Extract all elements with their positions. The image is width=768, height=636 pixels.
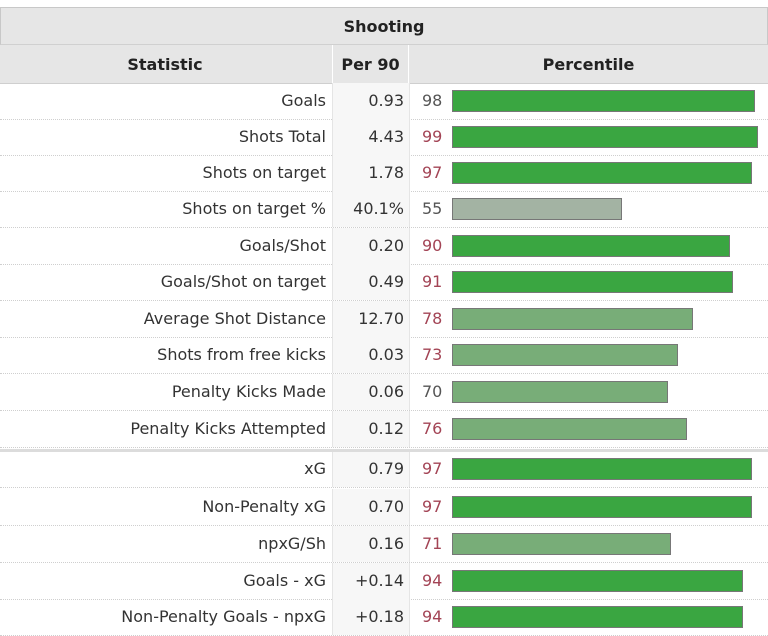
stat-label: Goals/Shot on target	[160, 272, 326, 291]
table-row: Shots on target 1.78 97	[0, 155, 768, 192]
per90-cell-bg	[332, 489, 410, 525]
percentile-value: 94	[422, 607, 443, 626]
percentile-bar	[452, 235, 730, 257]
table-title: Shooting	[0, 7, 768, 45]
stat-label: Penalty Kicks Attempted	[130, 419, 326, 438]
percentile-value: 99	[422, 127, 443, 146]
percentile-bar	[452, 162, 752, 184]
section-divider	[0, 449, 768, 452]
percentile-value: 98	[422, 91, 443, 110]
percentile-bar	[452, 308, 693, 330]
header-statistic[interactable]: Statistic	[127, 54, 203, 74]
per90-value: 0.93	[368, 91, 404, 110]
stat-label: Goals/Shot	[239, 236, 326, 255]
percentile-bar	[452, 198, 622, 220]
percentile-bar	[452, 606, 743, 628]
percentile-bar	[452, 418, 687, 440]
header-percentile[interactable]: Percentile	[542, 54, 635, 74]
percentile-bar	[452, 344, 678, 366]
per90-value: 0.06	[368, 382, 404, 401]
stat-label: Shots on target	[202, 163, 326, 182]
table-row: Goals 0.93 98	[0, 83, 768, 120]
per90-cell-bg	[332, 563, 410, 599]
percentile-bar	[452, 271, 733, 293]
stat-label: Shots on target %	[182, 199, 326, 218]
percentile-bar	[452, 496, 752, 518]
header-row: Statistic Per 90 Percentile	[0, 45, 768, 84]
per90-value: 0.03	[368, 345, 404, 364]
table-row: Non-Penalty Goals - npxG +0.18 94	[0, 599, 768, 636]
stat-label: Goals - xG	[243, 571, 326, 590]
percentile-value: 90	[422, 236, 443, 255]
per90-value: 40.1%	[353, 199, 404, 218]
per90-cell-bg	[332, 374, 410, 410]
per90-value: 0.20	[368, 236, 404, 255]
table-row: Goals - xG +0.14 94	[0, 563, 768, 600]
stat-label: Shots Total	[238, 127, 326, 146]
percentile-bar	[452, 458, 752, 480]
percentile-value: 76	[422, 419, 443, 438]
percentile-value: 78	[422, 309, 443, 328]
per90-cell-bg	[332, 337, 410, 373]
per90-value: 0.12	[368, 419, 404, 438]
per90-value: 1.78	[368, 163, 404, 182]
percentile-value: 97	[422, 459, 443, 478]
per90-cell-bg	[332, 264, 410, 300]
stat-label: Average Shot Distance	[143, 309, 326, 328]
table-row: xG 0.79 97	[0, 451, 768, 488]
percentile-bar	[452, 90, 755, 112]
percentile-value: 55	[422, 199, 443, 218]
per90-cell-bg	[332, 83, 410, 119]
table-row: npxG/Sh 0.16 71	[0, 526, 768, 563]
table-row: Penalty Kicks Made 0.06 70	[0, 374, 768, 411]
per90-cell-bg	[332, 191, 410, 227]
percentile-value: 73	[422, 345, 443, 364]
per90-value: 0.70	[368, 497, 404, 516]
percentile-bar	[452, 533, 671, 555]
table-row: Average Shot Distance 12.70 78	[0, 301, 768, 338]
percentile-value: 91	[422, 272, 443, 291]
per90-cell-bg	[332, 451, 410, 487]
percentile-value: 97	[422, 163, 443, 182]
stat-label: Penalty Kicks Made	[171, 382, 326, 401]
table-row: Goals/Shot 0.20 90	[0, 228, 768, 265]
stat-label: Goals	[281, 91, 326, 110]
percentile-bar	[452, 570, 743, 592]
per90-cell-bg	[332, 526, 410, 562]
table-row: Shots from free kicks 0.03 73	[0, 337, 768, 374]
percentile-value: 97	[422, 497, 443, 516]
per90-cell-bg	[332, 411, 410, 447]
stat-label: npxG/Sh	[258, 534, 326, 553]
stat-label: Shots from free kicks	[157, 345, 326, 364]
per90-value: +0.14	[354, 571, 404, 590]
per90-value: 12.70	[358, 309, 404, 328]
table-row: Penalty Kicks Attempted 0.12 76	[0, 411, 768, 448]
per90-cell-bg	[332, 119, 410, 155]
per90-cell-bg	[332, 301, 410, 337]
stat-label: xG	[304, 459, 326, 478]
per90-value: 4.43	[368, 127, 404, 146]
per90-value: +0.18	[354, 607, 404, 626]
per90-value: 0.79	[368, 459, 404, 478]
per90-cell-bg	[332, 155, 410, 191]
table-row: Non-Penalty xG 0.70 97	[0, 489, 768, 526]
percentile-value: 70	[422, 382, 443, 401]
per90-cell-bg	[332, 599, 410, 635]
per90-value: 0.49	[368, 272, 404, 291]
per90-cell-bg	[332, 228, 410, 264]
percentile-value: 71	[422, 534, 443, 553]
table-row: Shots Total 4.43 99	[0, 119, 768, 156]
per90-value: 0.16	[368, 534, 404, 553]
percentile-value: 94	[422, 571, 443, 590]
header-per90[interactable]: Per 90	[332, 45, 409, 83]
table-row: Goals/Shot on target 0.49 91	[0, 264, 768, 301]
stat-label: Non-Penalty xG	[202, 497, 326, 516]
stat-label: Non-Penalty Goals - npxG	[121, 607, 326, 626]
table-row: Shots on target % 40.1% 55	[0, 191, 768, 228]
percentile-bar	[452, 381, 668, 403]
percentile-bar	[452, 126, 758, 148]
